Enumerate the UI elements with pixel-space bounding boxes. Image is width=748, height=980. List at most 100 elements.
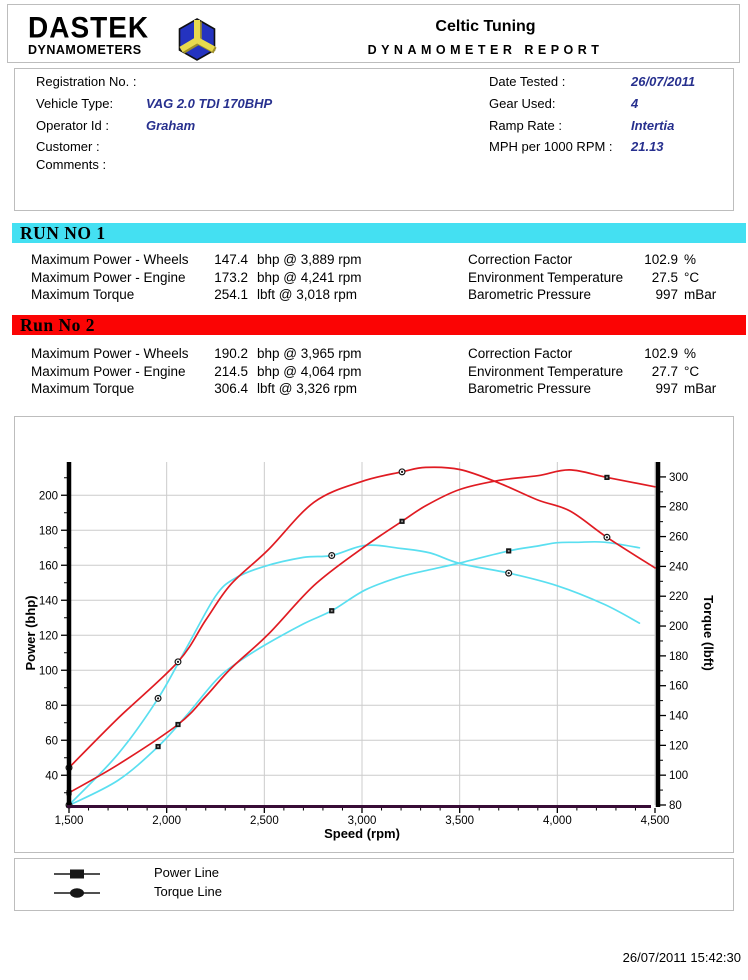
torque-tick-label: 100 (669, 770, 688, 782)
report-subtitle: DYNAMOMETER REPORT (367, 43, 604, 57)
stat-label: Environment Temperature (468, 363, 624, 379)
torque-marker-center (156, 697, 160, 700)
torque-tick-label: 180 (669, 651, 688, 663)
stat-label: Maximum Power - Wheels (31, 252, 189, 267)
stat-row: Maximum Power - Engine 214.5 bhp @ 4,064 r… (0, 364, 748, 381)
x-axis-title: Speed (rpm) (324, 826, 400, 841)
info-row: Date Tested : 26/07/2011 (15, 74, 733, 91)
info-row: Gear Used: 4 (15, 96, 733, 113)
report-header: DASTEK DYNAMOMETERS Celtic Tuning DYNAMO… (7, 4, 740, 63)
info-row: Operator Id : Graham (15, 118, 733, 135)
stat-unit: % (684, 252, 697, 267)
torque-marker-center (400, 470, 404, 473)
power-tick-label: 100 (39, 665, 58, 677)
dastek-cube-icon (178, 18, 217, 61)
right-axis-title: Torque (lbft) (701, 595, 716, 671)
info-label: Date Tested : (489, 74, 566, 89)
left-axis-title: Power (bhp) (23, 595, 38, 670)
stat-label: Environment Temperature (468, 269, 624, 285)
torque-tick-label: 160 (669, 681, 688, 693)
speed-tick-label: 2,000 (152, 815, 181, 827)
power-tick-label: 140 (39, 595, 58, 607)
power-tick-label: 80 (45, 700, 58, 712)
info-label: Customer : (36, 139, 100, 154)
stat-label: Correction Factor (468, 346, 573, 361)
torque-marker-center (176, 660, 180, 663)
stat-value: 102.9 (644, 346, 678, 361)
stat-unit: mBar (684, 287, 717, 302)
stat-unit: °C (684, 269, 700, 285)
stat-value: 173.2 (214, 269, 248, 285)
customer-title: Celtic Tuning (435, 18, 536, 35)
stat-value: 27.7 (651, 363, 678, 379)
speed-tick-label: 1,500 (55, 815, 84, 827)
stat-value: 997 (655, 287, 678, 302)
power-marker-center (330, 609, 333, 612)
stat-unit: lbft @ 3,326 rpm (257, 381, 357, 396)
stat-value: 190.2 (214, 346, 248, 361)
stat-label: Correction Factor (468, 252, 573, 267)
stat-unit: bhp @ 3,965 rpm (257, 346, 362, 361)
stat-value: 254.1 (214, 287, 248, 302)
stat-value: 27.5 (651, 269, 678, 285)
info-value: Graham (146, 118, 196, 133)
torque-tick-label: 280 (669, 502, 688, 514)
stat-unit: % (684, 346, 697, 361)
power-tick-label: 200 (39, 490, 58, 502)
info-value: 21.13 (631, 139, 664, 154)
info-value: 26/07/2011 (631, 74, 696, 89)
power-tick-label: 160 (39, 560, 58, 572)
power-line-marker-icon (54, 869, 100, 879)
stat-row: Maximum Power - Engine 173.2 bhp @ 4,241 r… (0, 270, 748, 287)
stat-unit: °C (684, 363, 700, 379)
info-label: MPH per 1000 RPM : (489, 139, 613, 154)
torque-tick-label: 140 (669, 711, 688, 723)
legend-label: Torque Line (154, 884, 222, 899)
stat-label: Maximum Torque (31, 287, 135, 302)
speed-tick-label: 2,500 (250, 815, 279, 827)
info-label: Operator Id : (36, 118, 109, 133)
stat-value: 997 (655, 381, 678, 396)
speed-tick-label: 3,000 (348, 815, 377, 827)
run1-banner: RUN NO 1 (12, 223, 746, 243)
print-timestamp: 26/07/2011 15:42:30 (622, 950, 741, 965)
speed-tick-label: 3,500 (445, 815, 474, 827)
info-label: Gear Used: (489, 96, 556, 111)
info-row: Vehicle Type: VAG 2.0 TDI 170BHP (15, 96, 733, 113)
power-tick-label: 180 (39, 525, 58, 537)
stat-label: Maximum Power - Engine (31, 363, 186, 379)
series-run-2-torque (68, 466, 656, 769)
torque-marker-center (330, 554, 333, 557)
stat-label: Maximum Power - Engine (31, 269, 186, 285)
run2-title: Run No 2 (20, 315, 95, 335)
stat-row: Maximum Torque 306.4 lbft @ 3,326 rpm Barom… (0, 381, 748, 398)
series-run-1-torque (68, 544, 641, 806)
torque-tick-label: 300 (669, 472, 688, 484)
dyno-chart: 40 60 80 100 120 140 160 180 200 80 100 120 140 160 18… (23, 462, 716, 841)
logo-text-dynamometers: DYNAMOMETERS (28, 43, 142, 57)
torque-tick-label: 240 (669, 561, 688, 573)
torque-line-marker-icon (54, 888, 100, 898)
info-value: 4 (631, 96, 639, 111)
power-marker-center (507, 550, 510, 552)
stat-unit: bhp @ 4,241 rpm (257, 269, 362, 285)
chart-panel: 40 60 80 100 120 140 160 180 200 80 100 120 140 160 18… (14, 416, 734, 853)
stat-label: Barometric Pressure (468, 287, 592, 302)
power-tick-label: 60 (45, 735, 58, 747)
stat-value: 102.9 (644, 252, 678, 267)
info-label: Registration No. : (36, 74, 137, 89)
power-tick-label: 40 (45, 770, 58, 782)
speed-tick-label: 4,500 (641, 815, 670, 827)
info-row: MPH per 1000 RPM : 21.13 (15, 139, 733, 156)
run1-stats: Maximum Power - Wheels 147.4 bhp @ 3,889 r… (0, 246, 748, 304)
report-titles: Celtic Tuning DYNAMOMETER REPORT (318, 18, 653, 57)
logo-text-dastek: DASTEK (28, 11, 150, 44)
stat-value: 214.5 (214, 363, 248, 379)
power-marker-center (177, 723, 179, 726)
stat-row: Maximum Torque 254.1 lbft @ 3,018 rpm Barom… (0, 287, 748, 304)
torque-marker-center (507, 572, 510, 575)
info-value: VAG 2.0 TDI 170BHP (146, 96, 273, 111)
dastek-logo: DASTEK DYNAMOMETERS (28, 11, 150, 57)
speed-tick-label: 4,000 (543, 815, 572, 827)
